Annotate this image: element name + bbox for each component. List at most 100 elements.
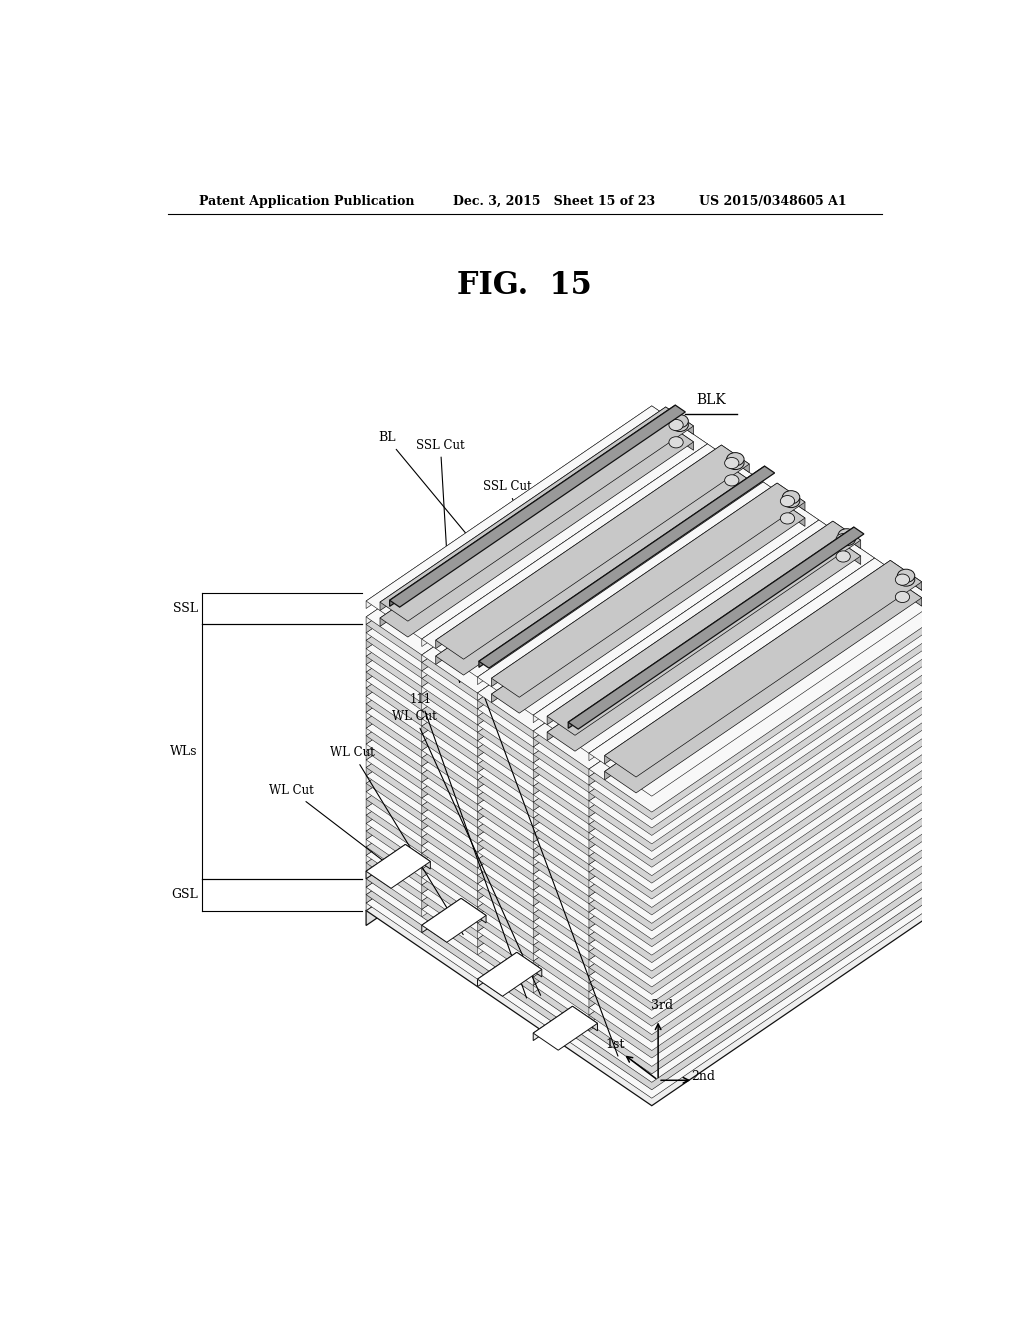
Polygon shape — [390, 405, 685, 607]
Polygon shape — [477, 696, 763, 900]
Polygon shape — [367, 477, 708, 710]
Polygon shape — [477, 680, 763, 884]
Polygon shape — [422, 572, 763, 804]
Polygon shape — [477, 553, 763, 756]
Text: 3rd: 3rd — [651, 999, 673, 1012]
Polygon shape — [477, 529, 763, 733]
Polygon shape — [763, 569, 819, 615]
Polygon shape — [651, 438, 708, 483]
Polygon shape — [422, 524, 763, 756]
Polygon shape — [874, 653, 938, 704]
Polygon shape — [367, 557, 708, 789]
Polygon shape — [477, 664, 763, 867]
Polygon shape — [367, 612, 708, 846]
Polygon shape — [367, 524, 708, 758]
Polygon shape — [534, 607, 874, 841]
Polygon shape — [589, 748, 874, 952]
Polygon shape — [651, 597, 708, 642]
Polygon shape — [477, 593, 819, 826]
Polygon shape — [422, 698, 708, 902]
Polygon shape — [367, 502, 651, 704]
Polygon shape — [651, 652, 708, 698]
Polygon shape — [477, 537, 819, 771]
Polygon shape — [477, 626, 819, 858]
Text: 2nd: 2nd — [691, 1071, 716, 1084]
Polygon shape — [477, 657, 819, 890]
Polygon shape — [422, 690, 708, 894]
Polygon shape — [589, 820, 938, 1059]
Polygon shape — [819, 775, 874, 820]
Polygon shape — [874, 574, 938, 624]
Ellipse shape — [897, 573, 914, 586]
Polygon shape — [422, 626, 763, 859]
Polygon shape — [422, 562, 708, 766]
Polygon shape — [477, 553, 819, 787]
Polygon shape — [477, 632, 819, 866]
Polygon shape — [604, 561, 890, 764]
Polygon shape — [367, 644, 708, 878]
Polygon shape — [534, 520, 874, 754]
Ellipse shape — [836, 550, 850, 562]
Polygon shape — [367, 845, 430, 888]
Polygon shape — [436, 461, 750, 675]
Text: BLK: BLK — [696, 393, 726, 408]
Polygon shape — [477, 648, 763, 851]
Polygon shape — [833, 537, 861, 565]
Polygon shape — [477, 642, 763, 843]
Polygon shape — [534, 727, 819, 929]
Polygon shape — [534, 599, 874, 833]
Polygon shape — [422, 475, 763, 709]
Polygon shape — [367, 524, 651, 729]
Polygon shape — [534, 710, 874, 944]
Polygon shape — [477, 648, 819, 882]
Polygon shape — [477, 632, 763, 836]
Polygon shape — [708, 572, 763, 616]
Polygon shape — [589, 590, 938, 828]
Polygon shape — [819, 520, 874, 565]
Polygon shape — [651, 540, 708, 587]
Polygon shape — [777, 499, 805, 527]
Polygon shape — [492, 483, 805, 697]
Polygon shape — [763, 727, 819, 775]
Polygon shape — [708, 714, 763, 760]
Polygon shape — [492, 499, 777, 702]
Polygon shape — [534, 560, 819, 763]
Polygon shape — [534, 791, 819, 993]
Polygon shape — [589, 598, 874, 801]
Polygon shape — [422, 515, 763, 748]
Polygon shape — [367, 492, 708, 726]
Polygon shape — [651, 708, 938, 911]
Text: 1st: 1st — [605, 1038, 625, 1051]
Polygon shape — [477, 569, 763, 772]
Polygon shape — [589, 748, 938, 987]
Text: SSL Cut: SSL Cut — [482, 480, 562, 610]
Polygon shape — [547, 521, 833, 725]
Polygon shape — [534, 647, 819, 850]
Polygon shape — [819, 759, 874, 804]
Polygon shape — [422, 675, 708, 878]
Text: SSL Cut: SSL Cut — [555, 521, 674, 610]
Polygon shape — [589, 717, 938, 956]
Polygon shape — [367, 845, 406, 879]
Polygon shape — [367, 486, 708, 718]
Polygon shape — [367, 405, 651, 609]
Polygon shape — [534, 702, 874, 936]
Polygon shape — [422, 507, 763, 741]
Polygon shape — [819, 560, 874, 606]
Polygon shape — [367, 502, 708, 734]
Polygon shape — [874, 829, 938, 879]
Polygon shape — [763, 696, 819, 743]
Polygon shape — [819, 599, 874, 645]
Polygon shape — [589, 590, 874, 792]
Ellipse shape — [671, 418, 688, 432]
Text: WL Cut: WL Cut — [331, 747, 463, 935]
Polygon shape — [819, 710, 874, 756]
Polygon shape — [436, 461, 722, 664]
Polygon shape — [477, 593, 763, 796]
Polygon shape — [534, 694, 819, 898]
Polygon shape — [534, 536, 819, 739]
Polygon shape — [763, 609, 819, 655]
Polygon shape — [819, 791, 874, 836]
Polygon shape — [874, 630, 938, 681]
Polygon shape — [651, 565, 708, 610]
